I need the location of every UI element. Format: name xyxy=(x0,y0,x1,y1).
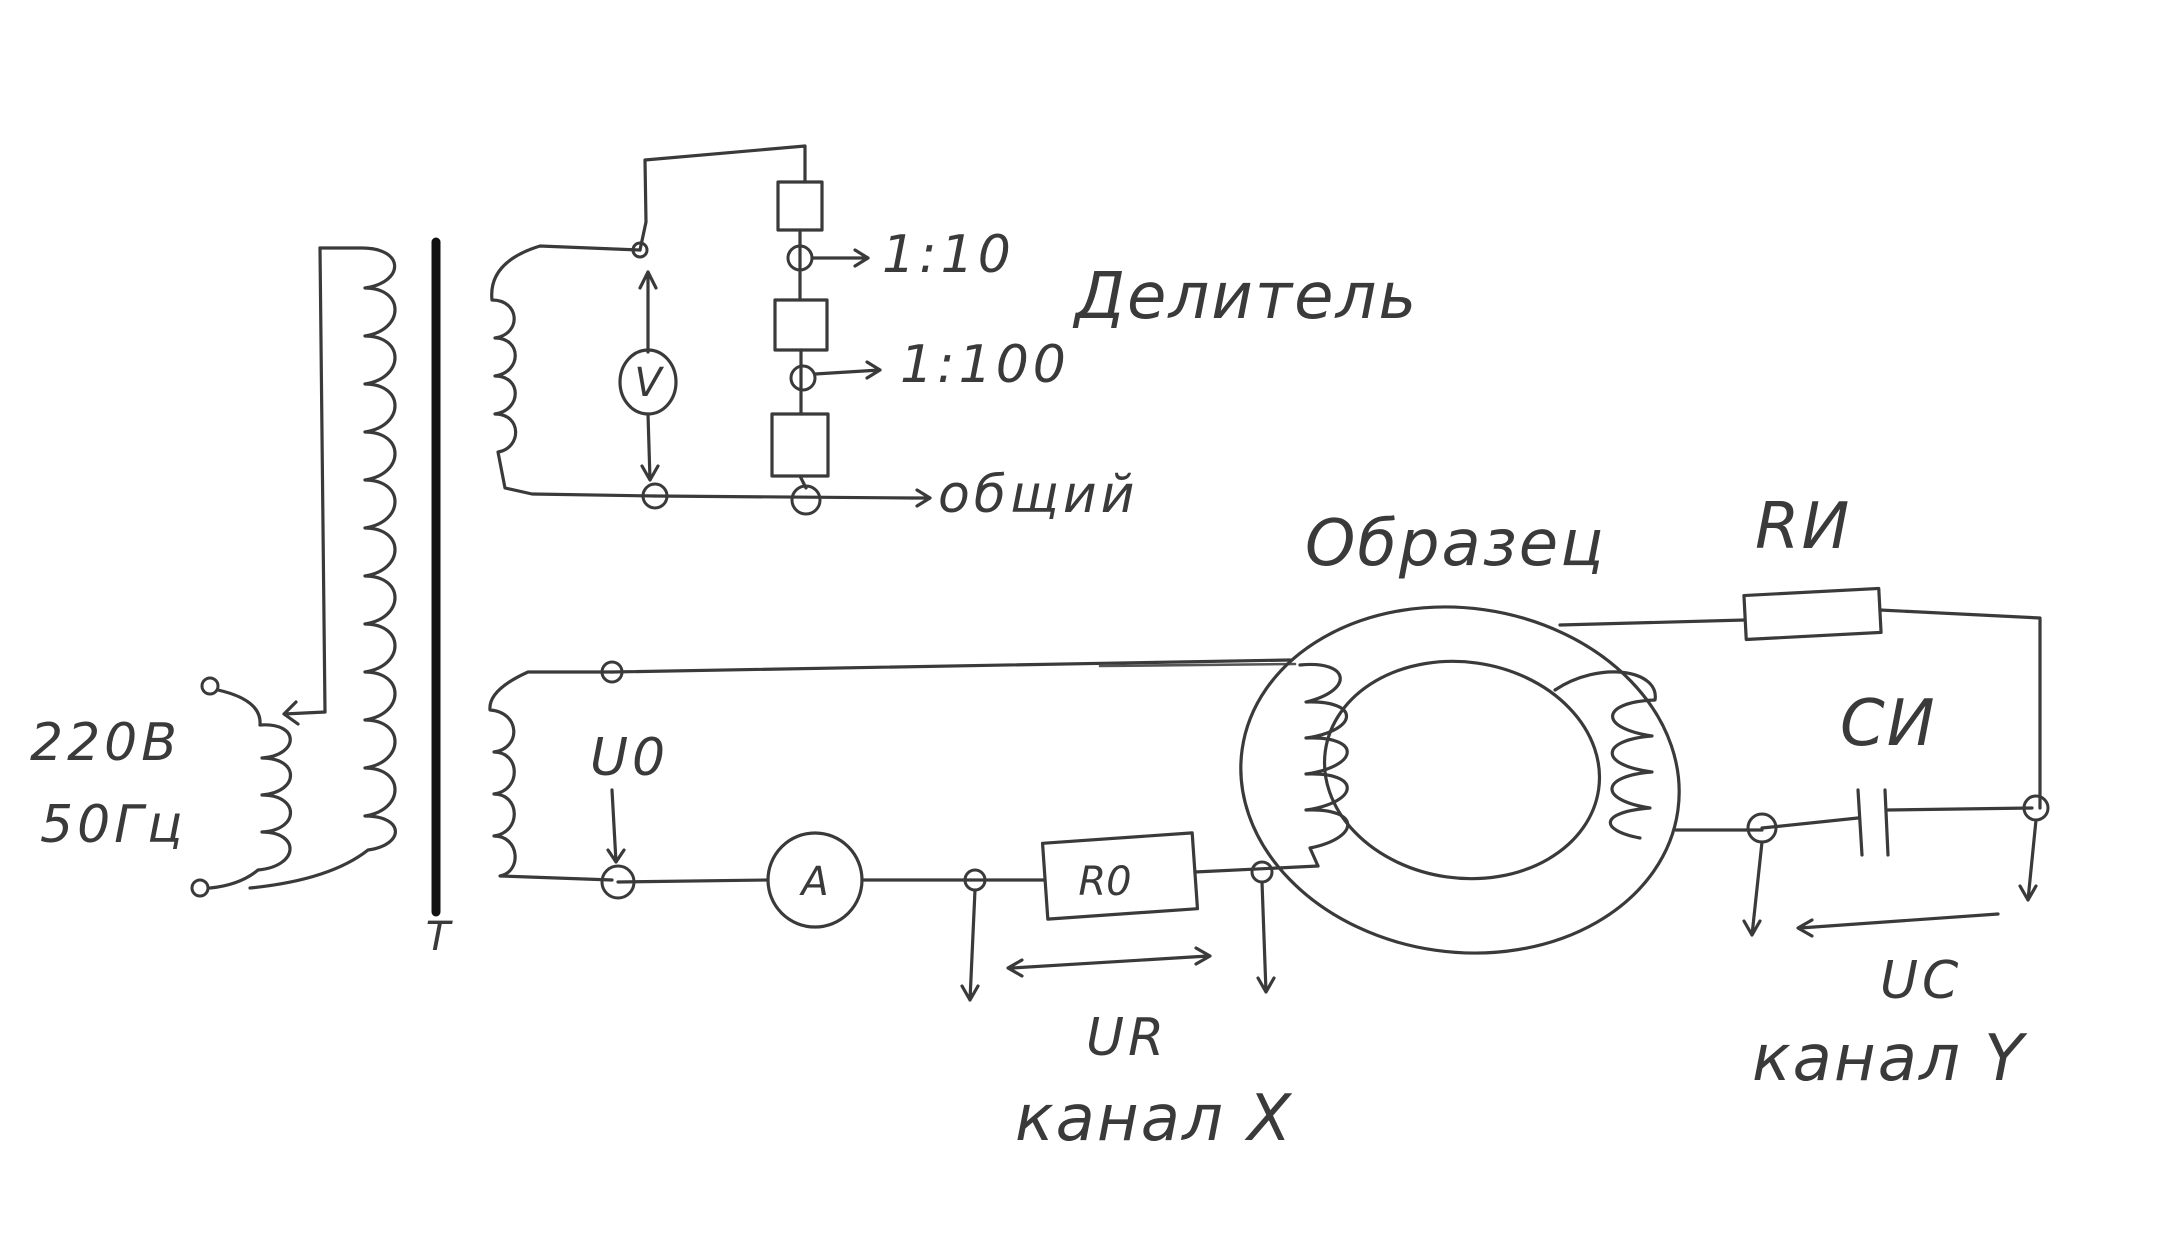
divider-common-node xyxy=(790,484,822,516)
uc-arrow xyxy=(1796,912,2000,938)
autotransformer-primary xyxy=(248,246,397,890)
divider-title: Делитель xyxy=(1072,260,1418,334)
secondary-top-lead xyxy=(1558,618,1747,627)
channel-x-label: канал X xyxy=(1015,1082,1293,1156)
capacitor-left-wire xyxy=(1760,816,1860,830)
toroid-inner xyxy=(1322,659,1602,881)
ri-resistor xyxy=(1742,586,1883,642)
bottom-wire-to-ammeter xyxy=(616,878,770,884)
divider-tap-1-label: 1:10 xyxy=(882,225,1015,285)
transformer-label: T xyxy=(426,914,454,960)
divider-common-arrow xyxy=(910,488,932,508)
channel-y-probe-left xyxy=(1742,840,1764,937)
voltmeter-label: V xyxy=(634,360,664,406)
voltmeter-arrow-down xyxy=(640,412,660,482)
top-wire-double-stroke xyxy=(1098,662,1297,668)
autotransformer-coil xyxy=(248,246,397,890)
mains-terminal-top xyxy=(200,676,220,696)
source-frequency-label: 50Гц xyxy=(40,795,187,855)
primary-winding xyxy=(1298,662,1350,868)
autotransformer-lead xyxy=(318,246,327,714)
integrator-circuit xyxy=(1742,586,2050,938)
main-secondary: A R0 xyxy=(488,658,1320,1002)
toroid-outer xyxy=(1239,605,1681,955)
divider-tap-2-node xyxy=(789,364,817,392)
common-bus-wire xyxy=(653,494,914,500)
capacitor-right-wire xyxy=(1886,806,2034,812)
voltmeter-arrow-up xyxy=(638,270,658,354)
uc-label: UC xyxy=(1880,951,1962,1011)
capacitor-plate-right xyxy=(1883,788,1890,857)
upper-secondary: V xyxy=(490,144,914,510)
divider-tap-2-arrow xyxy=(813,360,882,380)
u0-label: U0 xyxy=(590,728,669,788)
channel-x-probe-left xyxy=(960,888,980,1002)
mains-source xyxy=(190,676,292,898)
divider-resistor-2 xyxy=(773,298,829,352)
r0-label: R0 xyxy=(1078,859,1131,905)
upper-secondary-coil xyxy=(490,244,657,498)
ammeter-label: A xyxy=(798,859,828,905)
ri-to-right-wire xyxy=(1878,608,2042,810)
main-secondary-coil xyxy=(488,670,614,882)
channel-y-label: канал Y xyxy=(1752,1022,2028,1096)
mains-coil xyxy=(208,688,292,890)
divider-tap-1-arrow xyxy=(810,248,870,268)
ci-label: CИ xyxy=(1840,687,1937,761)
autotransformer-wiper-arrow xyxy=(282,700,327,726)
sample-label: Образец xyxy=(1305,507,1606,581)
ur-label: UR xyxy=(1086,1008,1168,1068)
divider-feed-wire xyxy=(638,144,807,252)
divider-resistor-3 xyxy=(770,412,830,478)
ri-label: RИ xyxy=(1755,490,1851,564)
top-wire-to-sample xyxy=(610,658,1292,674)
capacitor-plate-left xyxy=(1856,788,1864,857)
voltage-divider xyxy=(770,180,932,516)
ur-node-right xyxy=(1250,860,1274,884)
divider-resistor-1 xyxy=(776,180,824,232)
divider-common-label: общий xyxy=(938,465,1138,525)
toroid-sample xyxy=(1239,605,1764,955)
r0-to-sample-wire xyxy=(1193,864,1320,874)
divider-tap-2-label: 1:100 xyxy=(900,335,1070,395)
u0-arrow xyxy=(606,788,626,864)
source-voltage-label: 220В xyxy=(30,713,181,773)
secondary-winding xyxy=(1553,670,1657,840)
channel-y-probe-right xyxy=(2018,818,2038,902)
ur-double-arrow xyxy=(1006,946,1212,978)
channel-x-probe-right xyxy=(1256,880,1276,994)
mains-terminal-bottom xyxy=(190,878,210,898)
